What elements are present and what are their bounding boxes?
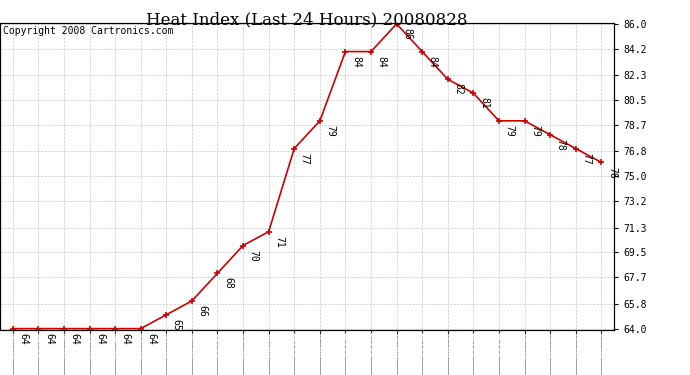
Text: 22:00: 22:00	[571, 332, 580, 359]
Text: 64: 64	[95, 333, 105, 345]
Text: 77: 77	[581, 153, 591, 165]
Text: 09:00: 09:00	[239, 332, 248, 359]
Text: 79: 79	[326, 125, 335, 137]
Text: 23:00: 23:00	[597, 332, 606, 359]
Text: Heat Index (Last 24 Hours) 20080828: Heat Index (Last 24 Hours) 20080828	[146, 11, 468, 28]
Text: 64: 64	[146, 333, 157, 345]
Text: 13:00: 13:00	[341, 332, 350, 359]
Text: 66: 66	[197, 305, 208, 317]
Text: 00:00: 00:00	[8, 332, 17, 359]
Text: 86: 86	[402, 28, 412, 40]
Text: 07:00: 07:00	[188, 332, 197, 359]
Text: 03:00: 03:00	[85, 332, 94, 359]
Text: 11:00: 11:00	[290, 332, 299, 359]
Text: 70: 70	[248, 250, 259, 261]
Text: 08:00: 08:00	[213, 332, 222, 359]
Text: 17:00: 17:00	[443, 332, 452, 359]
Text: 79: 79	[504, 125, 515, 137]
Text: 81: 81	[479, 97, 489, 109]
Text: 05:00: 05:00	[136, 332, 145, 359]
Text: 06:00: 06:00	[162, 332, 171, 359]
Text: 84: 84	[428, 56, 437, 68]
Text: 04:00: 04:00	[110, 332, 119, 359]
Text: 21:00: 21:00	[546, 332, 555, 359]
Text: 64: 64	[44, 333, 54, 345]
Text: 84: 84	[351, 56, 361, 68]
Text: 82: 82	[453, 84, 464, 95]
Text: 16:00: 16:00	[417, 332, 426, 359]
Text: 19:00: 19:00	[495, 332, 504, 359]
Text: 64: 64	[19, 333, 28, 345]
Text: 12:00: 12:00	[315, 332, 324, 359]
Text: 79: 79	[530, 125, 540, 137]
Text: 68: 68	[223, 278, 233, 289]
Text: 01:00: 01:00	[34, 332, 43, 359]
Text: 14:00: 14:00	[366, 332, 375, 359]
Text: 20:00: 20:00	[520, 332, 529, 359]
Text: 76: 76	[607, 166, 617, 178]
Text: 71: 71	[274, 236, 284, 248]
Text: 78: 78	[555, 139, 566, 151]
Text: 77: 77	[300, 153, 310, 165]
Text: Copyright 2008 Cartronics.com: Copyright 2008 Cartronics.com	[3, 26, 173, 36]
Text: 65: 65	[172, 319, 182, 331]
Text: 18:00: 18:00	[469, 332, 478, 359]
Text: 64: 64	[70, 333, 79, 345]
Text: 84: 84	[377, 56, 386, 68]
Text: 10:00: 10:00	[264, 332, 273, 359]
Text: 02:00: 02:00	[59, 332, 68, 359]
Text: 15:00: 15:00	[392, 332, 401, 359]
Text: 64: 64	[121, 333, 130, 345]
